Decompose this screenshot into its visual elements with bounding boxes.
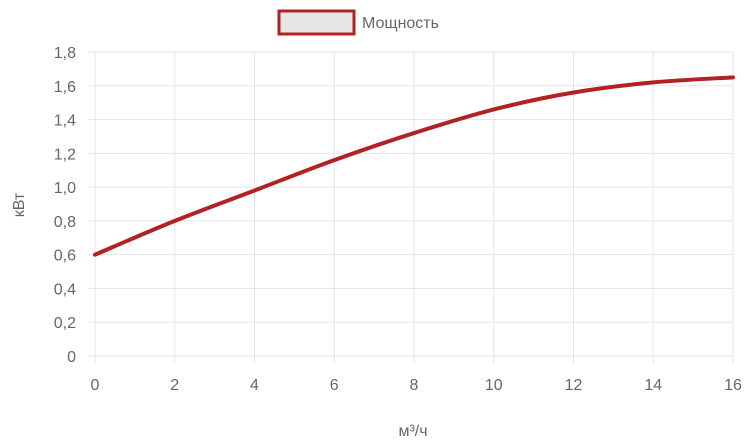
y-tick-label: 0,8: [54, 214, 76, 231]
x-tick-label: 4: [250, 377, 259, 394]
y-tick-label: 0: [67, 349, 76, 366]
y-tick-label: 0,4: [54, 281, 76, 298]
x-tick-label: 14: [644, 377, 662, 394]
axes: 0 0,2 0,4 0,6 0,8 1,0 1,2 1,4 1,6 1,8 0 2 4 6 8 10 12 14 1…: [54, 45, 742, 394]
y-tick-label: 1,6: [54, 79, 76, 96]
legend-swatch[interactable]: [277, 9, 356, 36]
y-tick-label: 1,0: [54, 180, 76, 197]
series-layer: [93, 75, 735, 257]
x-tick-label: 10: [485, 377, 503, 394]
y-tick-label: 1,4: [54, 113, 76, 130]
legend-label[interactable]: Мощность: [362, 15, 439, 32]
grid: [88, 51, 734, 363]
x-tick-label: 6: [330, 377, 339, 394]
y-axis-title: кВт: [11, 192, 28, 217]
legend[interactable]: Мощность: [277, 9, 439, 36]
x-tick-label: 12: [565, 377, 583, 394]
x-axis-title: м³/ч: [398, 423, 427, 440]
x-tick-label: 8: [410, 377, 419, 394]
y-tick-label: 0,6: [54, 248, 76, 265]
y-tick-label: 1,2: [54, 146, 76, 163]
x-tick-label: 2: [170, 377, 179, 394]
y-tick-label: 0,2: [54, 315, 76, 332]
series-line[interactable]: [93, 75, 735, 257]
x-tick-label: 16: [724, 377, 742, 394]
x-tick-label: 0: [91, 377, 100, 394]
y-tick-label: 1,8: [54, 45, 76, 62]
